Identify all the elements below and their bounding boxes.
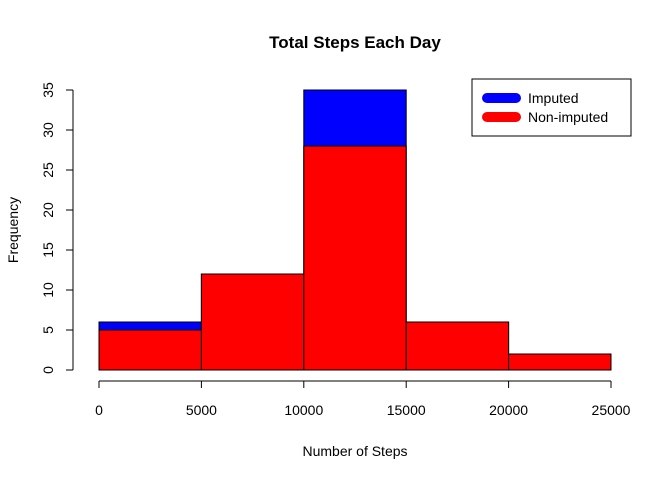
legend-label: Non-imputed <box>528 109 608 125</box>
x-axis-label: Number of Steps <box>302 443 407 459</box>
bar-non-imputed-1 <box>200 273 305 371</box>
x-tick-label: 20000 <box>489 402 528 418</box>
x-tick-label: 10000 <box>284 402 323 418</box>
y-tick-label: 0 <box>40 366 56 374</box>
x-tick-label: 25000 <box>592 402 631 418</box>
x-tick-label: 0 <box>95 402 103 418</box>
y-axis-label: Frequency <box>5 197 21 263</box>
y-tick-label: 20 <box>40 202 56 218</box>
x-axis: 0 5000 10000 15000 20000 25000 <box>95 380 631 418</box>
y-tick-label: 35 <box>40 82 56 98</box>
bar-non-imputed-2 <box>303 145 407 371</box>
bar-non-imputed-3 <box>405 321 510 371</box>
bar-non-imputed-4 <box>508 353 612 371</box>
x-tick-label: 15000 <box>387 402 426 418</box>
y-tick-label: 25 <box>40 162 56 178</box>
y-tick-label: 30 <box>40 122 56 138</box>
legend: Imputed Non-imputed <box>471 78 632 137</box>
y-tick-label: 5 <box>40 326 56 334</box>
y-tick-label: 10 <box>40 282 56 298</box>
y-axis: 0 5 10 15 20 25 30 35 <box>40 82 74 374</box>
bar-non-imputed-0 <box>98 329 202 371</box>
legend-box <box>471 78 632 137</box>
bars-layer <box>98 89 612 371</box>
legend-label: Imputed <box>528 90 579 106</box>
y-tick-label: 15 <box>40 242 56 258</box>
chart-title: Total Steps Each Day <box>269 33 441 52</box>
x-tick-label: 5000 <box>186 402 217 418</box>
